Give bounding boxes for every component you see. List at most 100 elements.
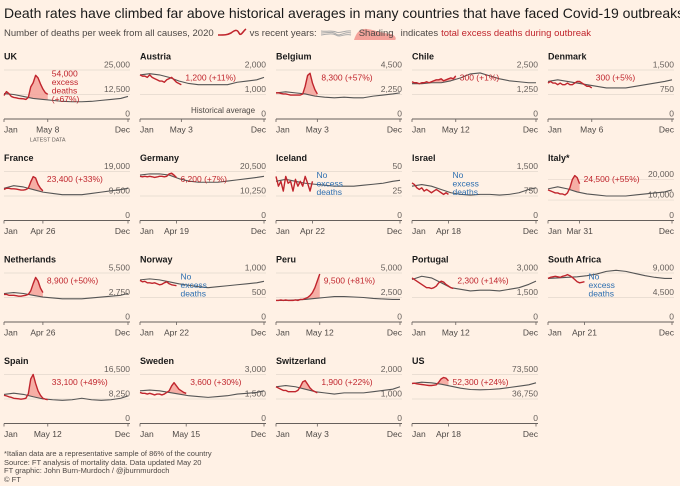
line-2020 bbox=[411, 182, 449, 196]
x-tick-label: Apr 26 bbox=[30, 327, 55, 337]
panel: Peru 0 2,500 5,000 Jan May 12 Dec 9,500 (+81%) bbox=[275, 254, 403, 337]
x-tick-label: Dec bbox=[115, 327, 131, 337]
line-historical bbox=[547, 79, 673, 89]
x-tick-label: Jan bbox=[140, 327, 154, 337]
line-historical bbox=[547, 269, 672, 279]
excess-shading bbox=[276, 273, 320, 301]
y-tick-label: 10,000 bbox=[648, 189, 674, 199]
panel: UK 0 12,500 25,000 Jan May 8 Dec LATEST DATA 54,… bbox=[3, 51, 131, 143]
panel-title: Belgium bbox=[276, 51, 312, 61]
x-tick-label: Jan bbox=[548, 327, 562, 337]
subtitle-indicates: indicates bbox=[400, 27, 439, 39]
y-tick-label: 500 bbox=[252, 287, 266, 297]
panel-title: South Africa bbox=[548, 254, 602, 264]
line-2020 bbox=[275, 379, 318, 394]
note: *Italian data are a representative sampl… bbox=[4, 449, 212, 458]
excess-shading bbox=[4, 374, 48, 400]
x-tick-label: May 12 bbox=[306, 327, 334, 337]
x-tick-label: Dec bbox=[523, 327, 539, 337]
panel: Denmark 0 750 1,500 Jan May 6 Dec 300 (+5%) bbox=[547, 51, 675, 134]
y-tick-label: 0 bbox=[261, 210, 266, 220]
y-tick-label: 0 bbox=[261, 413, 266, 423]
x-tick-label: Jan bbox=[276, 226, 290, 236]
x-tick-label: Apr 18 bbox=[436, 429, 461, 439]
line-2020 bbox=[275, 175, 314, 192]
panel: Israel 0 750 1,500 Jan Apr 18 Dec Noexcessdeath… bbox=[411, 153, 539, 236]
x-tick-label: Apr 22 bbox=[300, 226, 325, 236]
line-2020 bbox=[547, 174, 581, 196]
annotation: 6,200 (+7%) bbox=[180, 174, 227, 184]
key-2020-line bbox=[217, 28, 247, 36]
annotation: 23,400 (+33%) bbox=[47, 174, 103, 184]
latest-label: LATEST DATA bbox=[30, 137, 66, 143]
x-tick-label: Dec bbox=[251, 429, 267, 439]
panel-title: UK bbox=[4, 51, 17, 61]
line-historical bbox=[411, 184, 537, 196]
annotation: 54,000 bbox=[52, 68, 78, 78]
annotation: excess bbox=[316, 178, 342, 188]
y-tick-label: 0 bbox=[125, 311, 130, 321]
x-tick-label: Jan bbox=[412, 124, 426, 134]
y-tick-label: 20,000 bbox=[648, 169, 674, 179]
notes: *Italian data are a representative sampl… bbox=[4, 449, 212, 484]
y-tick-label: 0 bbox=[261, 108, 266, 118]
y-tick-label: 750 bbox=[660, 84, 674, 94]
y-tick-label: 0 bbox=[397, 311, 402, 321]
y-tick-label: 36,750 bbox=[512, 388, 538, 398]
line-historical bbox=[139, 389, 265, 398]
y-tick-label: 4,500 bbox=[653, 287, 675, 297]
x-tick-label: Jan bbox=[412, 429, 426, 439]
annotation: 1,900 (+22%) bbox=[321, 377, 372, 387]
annotation: 8,300 (+57%) bbox=[321, 72, 372, 82]
annotation: No bbox=[316, 170, 327, 180]
panel-title: Netherlands bbox=[4, 254, 56, 264]
annotation: 52,300 (+24%) bbox=[452, 377, 508, 387]
x-tick-label: May 12 bbox=[34, 429, 62, 439]
y-tick-label: 0 bbox=[533, 413, 538, 423]
line-historical bbox=[412, 72, 536, 85]
panel: Switzerland 0 1,000 2,000 Jan May 3 Dec 1,900 (… bbox=[275, 356, 403, 439]
line-2020 bbox=[411, 277, 454, 290]
y-tick-label: 20,500 bbox=[240, 161, 266, 171]
subtitle-excess: total excess deaths during outbreak bbox=[441, 27, 592, 39]
subtitle: Number of deaths per week from all cause… bbox=[4, 27, 592, 40]
title: Death rates have climbed far above histo… bbox=[4, 5, 680, 21]
panel-title: Israel bbox=[412, 153, 436, 163]
x-tick-label: Dec bbox=[251, 226, 267, 236]
panel-title: Denmark bbox=[548, 51, 588, 61]
y-tick-label: 2,000 bbox=[245, 59, 267, 69]
panel: Norway 0 500 1,000 Jan Apr 22 Dec Noexcessdeath… bbox=[139, 254, 267, 337]
panel: Netherlands 0 2,750 5,500 Jan Apr 26 Dec 8,900 … bbox=[3, 254, 131, 337]
annotation: No bbox=[180, 271, 191, 281]
annotation: 1,200 (+11%) bbox=[185, 72, 236, 82]
line-2020 bbox=[139, 172, 177, 179]
y-tick-label: 1,000 bbox=[245, 84, 267, 94]
panel: Sweden 0 1,500 3,000 Jan May 15 Dec 3,600 (+30%… bbox=[139, 356, 267, 439]
excess-shading bbox=[4, 75, 48, 100]
line-historical bbox=[3, 292, 129, 300]
annotation: deaths bbox=[316, 187, 342, 197]
annotation: 300 (+1%) bbox=[460, 72, 500, 82]
annotation: No bbox=[588, 271, 599, 281]
x-tick-label: Jan bbox=[4, 226, 18, 236]
y-tick-label: 10,250 bbox=[240, 185, 266, 195]
annotation: 8,900 (+50%) bbox=[47, 275, 98, 285]
x-tick-label: Jan bbox=[412, 226, 426, 236]
y-tick-label: 3,000 bbox=[245, 364, 267, 374]
panel-title: Iceland bbox=[276, 153, 307, 163]
x-tick-label: May 3 bbox=[170, 124, 193, 134]
x-tick-label: Dec bbox=[523, 124, 539, 134]
note: Source: FT analysis of mortality data. D… bbox=[4, 457, 202, 467]
x-tick-label: Jan bbox=[276, 327, 290, 337]
panel-title: US bbox=[412, 356, 425, 366]
x-tick-label: Dec bbox=[115, 226, 131, 236]
y-tick-label: 1,500 bbox=[517, 161, 539, 171]
x-tick-label: May 15 bbox=[172, 429, 200, 439]
x-tick-label: Dec bbox=[659, 124, 675, 134]
line-historical bbox=[275, 384, 401, 395]
line-historical bbox=[3, 392, 129, 401]
panel: South Africa 0 4,500 9,000 Jan Apr 21 Dec Noexc… bbox=[547, 254, 675, 337]
panel: Belgium 0 2,250 4,500 Jan May 3 Dec 8,300 (+57%… bbox=[275, 51, 403, 134]
